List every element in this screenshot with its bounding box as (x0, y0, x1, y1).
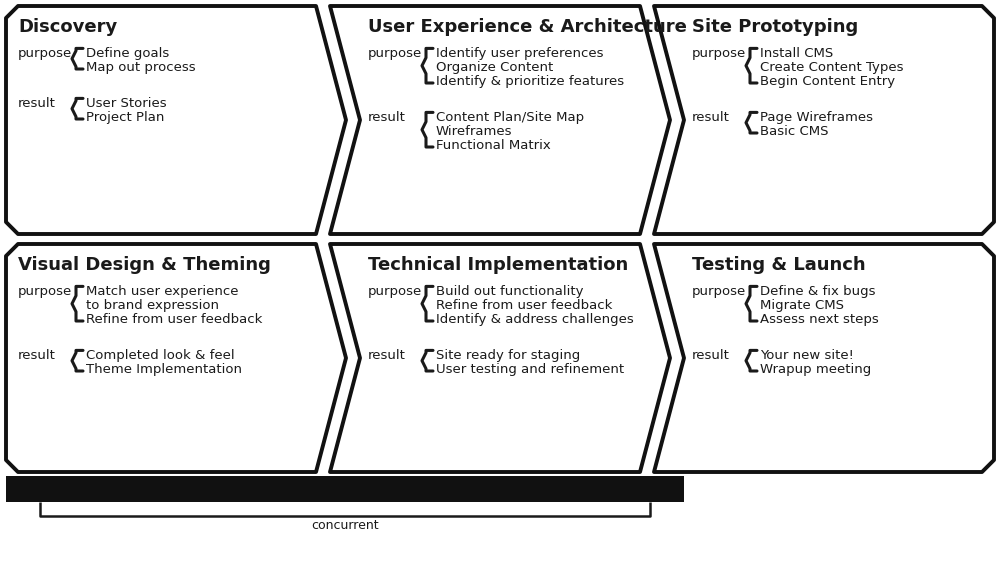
Text: Refine from user feedback: Refine from user feedback (436, 299, 612, 313)
Text: Page Wireframes: Page Wireframes (760, 111, 873, 124)
Text: purpose: purpose (18, 48, 72, 60)
Text: Wrapup meeting: Wrapup meeting (760, 364, 871, 376)
Text: Site Prototyping: Site Prototyping (692, 18, 858, 36)
Text: Install CMS: Install CMS (760, 48, 833, 60)
Polygon shape (654, 244, 994, 472)
Text: Visual Design & Theming: Visual Design & Theming (18, 256, 271, 274)
Text: Basic CMS: Basic CMS (760, 125, 828, 139)
Text: Define & fix bugs: Define & fix bugs (760, 285, 876, 298)
Text: Completed look & feel: Completed look & feel (86, 349, 235, 362)
Text: Identify user preferences: Identify user preferences (436, 48, 604, 60)
Text: Technical Implementation: Technical Implementation (368, 256, 628, 274)
Text: Identify & address challenges: Identify & address challenges (436, 313, 634, 327)
Polygon shape (330, 244, 670, 472)
Text: Wireframes: Wireframes (436, 125, 512, 139)
Text: Refine from user feedback: Refine from user feedback (86, 313, 262, 327)
Text: purpose: purpose (18, 285, 72, 298)
Text: Discovery: Discovery (18, 18, 117, 36)
Text: result: result (368, 349, 406, 362)
Polygon shape (654, 6, 994, 234)
Text: Your new site!: Your new site! (760, 349, 854, 362)
Text: purpose: purpose (368, 48, 422, 60)
Text: purpose: purpose (692, 285, 746, 298)
Text: Build out functionality: Build out functionality (436, 285, 584, 298)
Text: Match user experience: Match user experience (86, 285, 239, 298)
Polygon shape (6, 244, 346, 472)
Polygon shape (6, 476, 684, 502)
Text: result: result (368, 111, 406, 124)
Text: Identify & prioritize features: Identify & prioritize features (436, 75, 624, 88)
Text: User testing and refinement: User testing and refinement (436, 364, 624, 376)
Text: Begin Content Entry: Begin Content Entry (760, 75, 895, 88)
Polygon shape (6, 6, 346, 234)
Text: Project Plan: Project Plan (86, 111, 164, 124)
Text: User Experience & Architecture: User Experience & Architecture (368, 18, 687, 36)
Text: Define goals: Define goals (86, 48, 169, 60)
Text: User Stories: User Stories (86, 97, 167, 110)
Text: result: result (692, 349, 730, 362)
Text: result: result (18, 349, 56, 362)
Text: Create Content Types: Create Content Types (760, 61, 904, 74)
Text: to brand expression: to brand expression (86, 299, 219, 313)
Text: result: result (692, 111, 730, 124)
Text: purpose: purpose (692, 48, 746, 60)
Text: Testing & Launch: Testing & Launch (692, 256, 866, 274)
Text: Map out process: Map out process (86, 61, 196, 74)
Text: Content Plan/Site Map: Content Plan/Site Map (436, 111, 584, 124)
Text: Assess next steps: Assess next steps (760, 313, 879, 327)
Text: Site ready for staging: Site ready for staging (436, 349, 580, 362)
Text: Migrate CMS: Migrate CMS (760, 299, 844, 313)
Polygon shape (330, 6, 670, 234)
Text: Functional Matrix: Functional Matrix (436, 139, 551, 153)
Text: result: result (18, 97, 56, 110)
Text: purpose: purpose (368, 285, 422, 298)
Text: Organize Content: Organize Content (436, 61, 553, 74)
Text: Theme Implementation: Theme Implementation (86, 364, 242, 376)
Text: concurrent: concurrent (311, 519, 379, 532)
